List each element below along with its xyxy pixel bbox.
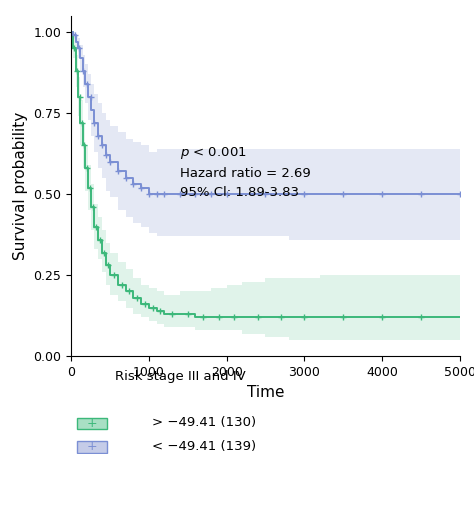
Y-axis label: Survival probability: Survival probability xyxy=(13,112,28,260)
Text: +: + xyxy=(87,441,98,453)
FancyBboxPatch shape xyxy=(78,441,107,453)
Text: +: + xyxy=(87,417,98,430)
X-axis label: Time: Time xyxy=(246,385,284,400)
Text: Risk stage III and IV: Risk stage III and IV xyxy=(115,369,246,383)
FancyBboxPatch shape xyxy=(78,418,107,429)
Text: > −49.41 (130): > −49.41 (130) xyxy=(152,417,256,429)
Text: < −49.41 (139): < −49.41 (139) xyxy=(152,440,256,453)
Text: $p$ < 0.001
Hazard ratio = 2.69
95% Cl: 1.89-3.83: $p$ < 0.001 Hazard ratio = 2.69 95% Cl: … xyxy=(180,145,310,199)
